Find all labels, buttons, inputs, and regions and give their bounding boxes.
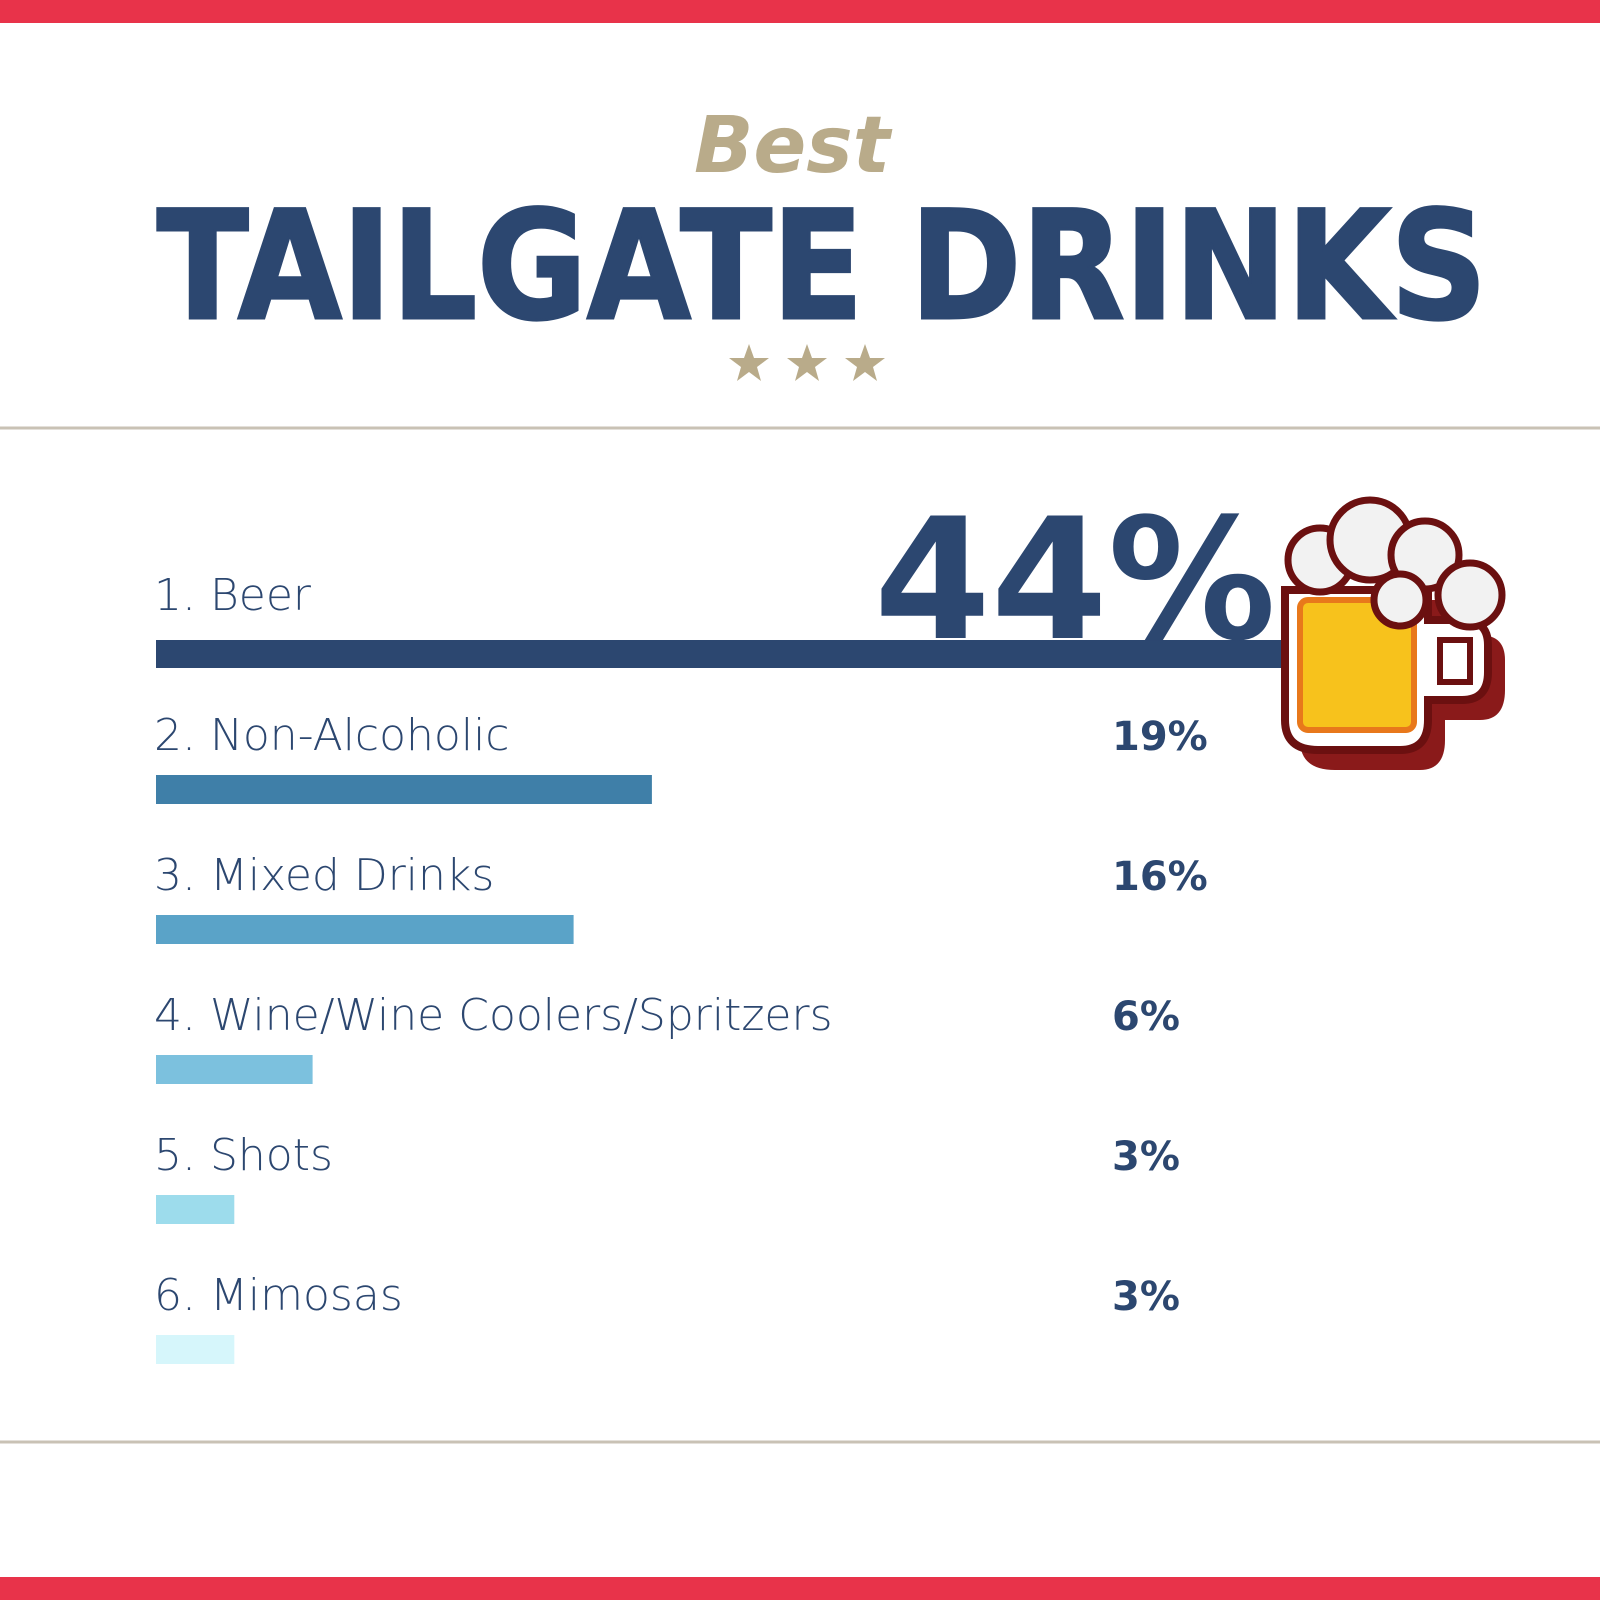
value-label: 3% [1112,1274,1180,1320]
bars: 1. Beer 2. Non-Alcoholic 19% 3. Mixed Drink… [154,570,1305,1364]
bar [156,915,574,944]
title: TAILGATE DRINKS [157,180,1487,354]
bar [156,1195,235,1224]
bar [156,1055,313,1084]
category-label: 1. Beer [154,570,312,621]
category-label: 3. Mixed Drinks [154,850,494,901]
value-label: 3% [1112,1134,1180,1180]
bottom-band [0,1577,1600,1600]
category-label: 4. Wine/Wine Coolers/Spritzers [154,990,833,1041]
bar [156,640,1305,668]
category-label: 6. Mimosas [154,1270,403,1321]
value-label: 44% [874,482,1276,678]
top-band [0,0,1600,23]
value-label: 19% [1112,714,1208,760]
kicker: Best [694,101,893,191]
stars [729,344,885,381]
value-label: 6% [1112,994,1180,1040]
category-label: 2. Non-Alcoholic [154,710,509,761]
bar [156,775,652,804]
beer-mug [1281,496,1506,770]
bar [156,1335,235,1364]
category-label: 5. Shots [154,1130,333,1181]
value-label: 16% [1112,854,1208,900]
